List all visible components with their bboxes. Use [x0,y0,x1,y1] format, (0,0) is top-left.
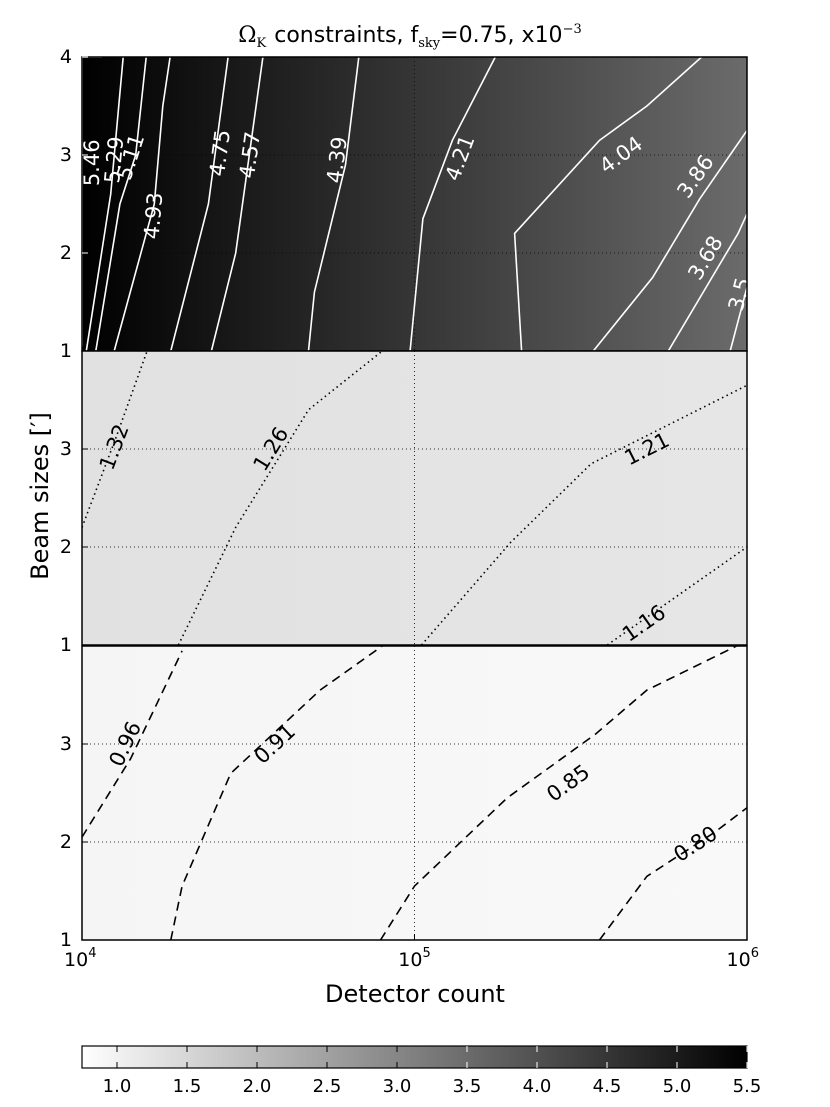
colorbar-tick-label: 4.0 [523,1076,552,1097]
panels: 5.465.295.114.934.75 4.57 4.39 4.21 4.04 3.86… [60,46,756,951]
colorbar-gradient [81,1045,748,1069]
colorbar-tick-label: 2.5 [313,1076,342,1097]
x-tick-label: 104 [64,946,96,971]
colorbar-tick-label: 2.0 [243,1076,272,1097]
colorbar-tick-label: 4.5 [593,1076,622,1097]
grid [82,351,747,645]
contour-line [598,807,747,940]
x-axis-label: Detector count [325,980,505,1008]
colorbar-tick-label: 5.0 [663,1076,692,1097]
panel-frame [81,350,748,646]
contour-line [85,57,124,351]
contour-line [177,351,383,645]
contour-line [667,213,747,351]
contour-line [113,57,171,351]
colorbar: 1.0 1.5 2.0 2.5 3.0 3.5 4.0 4.5 5.0 5.5 [81,1045,762,1097]
contour-label: 5.29 [100,136,128,185]
y-tick-label: 2 [60,242,72,264]
colorbar-tick-label: 3.0 [383,1076,412,1097]
contour-line [82,351,148,528]
y-tick-label: 2 [60,536,72,558]
contour-label: 5.46 [80,139,104,186]
y-ticks: 1 2 3 [60,438,88,656]
colorbar-tick-label: 5.5 [733,1076,762,1097]
y-tick-label: 3 [60,144,72,166]
y-tick-label: 2 [60,831,72,853]
x-tick-label: 106 [727,946,759,971]
y-tick-label: 3 [60,733,72,755]
x-axis: 104 105 106 [64,934,759,971]
title-mid: constraints, f [274,23,419,48]
title-value: =0.75, x10 [440,23,562,48]
y-ticks: 1 2 3 4 [60,46,88,362]
colorbar-tick-label: 3.5 [453,1076,482,1097]
title-symbol: Ω [238,23,256,48]
contour-line [210,57,264,351]
y-tick-label: 1 [60,340,72,362]
title-exp: −3 [563,22,582,37]
y-tick-label: 4 [60,46,72,68]
contour-line [420,384,747,645]
grid [82,646,747,940]
colorbar-tick-label: 1.0 [103,1076,132,1097]
title-symbol-sub: K [257,36,267,51]
contour-line [606,546,747,645]
contour-line [170,57,229,351]
contour-line [95,57,147,351]
y-tick-label: 1 [60,929,72,951]
contour-line [513,57,703,351]
contour-line [170,646,383,940]
panel-1: 5.465.295.114.934.75 4.57 4.39 4.21 4.04 3.86… [60,46,756,362]
chart-title: ΩK constraints, fsky=0.75, x10−3 [238,22,581,51]
y-tick-label: 1 [60,634,72,656]
colorbar-tick-label: 1.5 [173,1076,202,1097]
contour-line [729,287,747,351]
title-f-sub: sky [418,36,441,51]
contour-line [409,57,497,351]
contour-line [82,650,183,838]
contour-label: 4.93 [139,191,167,240]
contour-label: 4.39 [322,135,352,184]
contour-line [307,57,360,351]
y-ticks: 1 2 3 [60,733,88,951]
contour-label: 3.5 [724,275,756,313]
contour-line [379,646,737,940]
y-tick-label: 3 [60,438,72,460]
x-tick-label: 105 [398,946,430,971]
contour-line [592,130,747,351]
y-axis-label: Beam sizes [′] [26,412,54,580]
